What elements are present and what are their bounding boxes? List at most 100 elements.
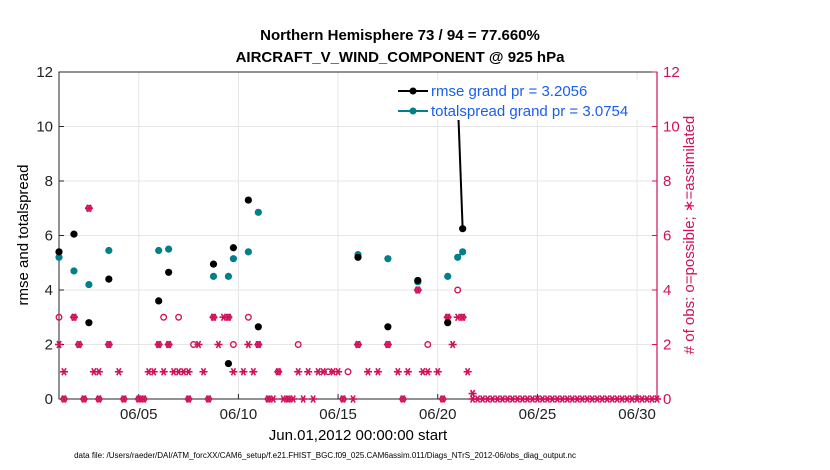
assimilated-zero-marker xyxy=(269,395,278,403)
assimilated-marker xyxy=(383,340,392,349)
legend-rmse-label: rmse grand pr = 3.2056 xyxy=(431,83,587,100)
spread-point xyxy=(254,208,262,216)
rmse-point xyxy=(229,244,238,252)
y-tick-label: 10 xyxy=(36,119,53,136)
assimilated-marker xyxy=(354,340,362,349)
y-tick-label: 4 xyxy=(45,282,53,299)
legend-rmse-marker xyxy=(409,87,417,95)
possible-marker xyxy=(454,286,462,294)
axis-ticks: 06/05 06/10 06/15 06/20 06/25 06/30 0 2 4 6 8 10 12 0… xyxy=(36,64,679,423)
assimilated-marker xyxy=(423,367,432,376)
assimilated-marker xyxy=(74,340,83,349)
assimilated-marker xyxy=(199,367,208,376)
assimilated-marker xyxy=(254,340,263,349)
assimilated-zero-marker xyxy=(438,395,447,403)
assimilated-marker xyxy=(239,367,248,376)
assimilated-zero-marker xyxy=(398,395,407,403)
assimilated-marker xyxy=(229,367,238,376)
x-tick-label: 06/15 xyxy=(319,406,357,423)
assimilated-zero-marker xyxy=(289,395,298,403)
spread-point xyxy=(224,272,233,280)
rmse-point xyxy=(459,225,467,233)
chart-title: Northern Hemisphere 73 / 94 = 77.660% xyxy=(260,27,540,44)
assimilated-zero-marker xyxy=(204,395,213,403)
data-marks xyxy=(55,92,661,403)
rmse-point xyxy=(384,323,392,331)
assimilated-zero-marker xyxy=(339,395,348,403)
assimilated-marker xyxy=(373,367,382,376)
assimilated-marker xyxy=(463,367,472,376)
y-tick-label: 2 xyxy=(45,337,53,354)
assimilated-marker xyxy=(393,367,402,376)
assimilated-marker xyxy=(304,367,313,376)
possible-marker xyxy=(244,313,252,321)
y2-tick-label: 2 xyxy=(663,337,671,354)
assimilated-marker xyxy=(249,367,258,376)
assimilated-marker xyxy=(94,367,103,376)
possible-marker xyxy=(160,313,168,321)
possible-marker xyxy=(175,313,183,321)
rmse-point xyxy=(155,297,163,305)
y2-tick-label: 6 xyxy=(663,228,671,245)
assimilated-marker xyxy=(363,367,372,376)
possible-marker xyxy=(229,341,237,348)
legend: rmse grand pr = 3.2056 totalspread grand… xyxy=(392,80,656,120)
assimilated-marker xyxy=(209,313,218,322)
assimilated-marker xyxy=(294,367,303,376)
y-tick-label: 0 xyxy=(45,391,53,408)
assimilated-marker xyxy=(104,340,113,349)
assimilated-marker xyxy=(224,313,233,322)
rmse-point xyxy=(244,196,252,204)
assimilated-marker xyxy=(84,204,93,213)
assimilated-zero-marker xyxy=(349,395,358,403)
assimilated-marker xyxy=(334,367,343,376)
assimilated-marker xyxy=(458,313,467,322)
assimilated-marker xyxy=(403,367,412,376)
assimilated-marker xyxy=(244,340,253,349)
x-tick-label: 06/20 xyxy=(419,406,457,423)
assimilated-zero-marker xyxy=(94,395,103,403)
rmse-point xyxy=(85,319,93,327)
assimilated-marker xyxy=(114,367,123,376)
rmse-point xyxy=(165,268,173,276)
rmse-point xyxy=(55,248,63,256)
y2-tick-label: 12 xyxy=(663,64,680,81)
y-tick-label: 8 xyxy=(45,173,53,190)
y2-tick-label: 4 xyxy=(663,282,671,299)
spread-point xyxy=(244,248,252,256)
assimilated-marker xyxy=(149,367,158,376)
rmse-point xyxy=(444,319,452,327)
assimilated-zero-marker xyxy=(309,395,318,403)
assimilated-marker xyxy=(413,286,422,294)
assimilated-marker xyxy=(448,340,457,349)
assimilated-zero-marker xyxy=(79,395,88,403)
assimilated-marker xyxy=(159,367,168,376)
x-tick-label: 06/30 xyxy=(618,406,656,423)
assimilated-marker xyxy=(154,340,163,349)
rmse-point xyxy=(224,359,233,368)
spread-point xyxy=(454,253,462,261)
data-file-footer: data file: /Users/raeder/DAI/ATM_forcXX/… xyxy=(74,451,576,460)
legend-spread-label: totalspread grand pr = 3.0754 xyxy=(431,103,628,120)
assimilated-zero-marker xyxy=(119,395,128,403)
possible-marker xyxy=(344,368,352,376)
y-tick-label: 6 xyxy=(45,228,53,245)
possible-marker xyxy=(55,313,63,321)
assimilated-marker xyxy=(184,367,193,376)
spread-point xyxy=(155,246,163,255)
legend-box xyxy=(392,80,656,120)
spread-point xyxy=(55,253,63,261)
spread-point xyxy=(70,267,78,275)
assimilated-marker xyxy=(319,367,328,376)
x-axis-label: Jun.01,2012 00:00:00 start xyxy=(269,427,448,444)
spread-point xyxy=(444,272,452,280)
rmse-point xyxy=(414,276,422,285)
rmse-point xyxy=(354,253,362,261)
possible-marker xyxy=(294,341,302,348)
spread-point xyxy=(459,248,467,256)
spread-point xyxy=(209,272,218,280)
spread-point xyxy=(229,255,238,263)
legend-spread-marker xyxy=(409,107,417,115)
rmse-point xyxy=(105,275,113,283)
x-tick-label: 06/10 xyxy=(220,406,258,423)
